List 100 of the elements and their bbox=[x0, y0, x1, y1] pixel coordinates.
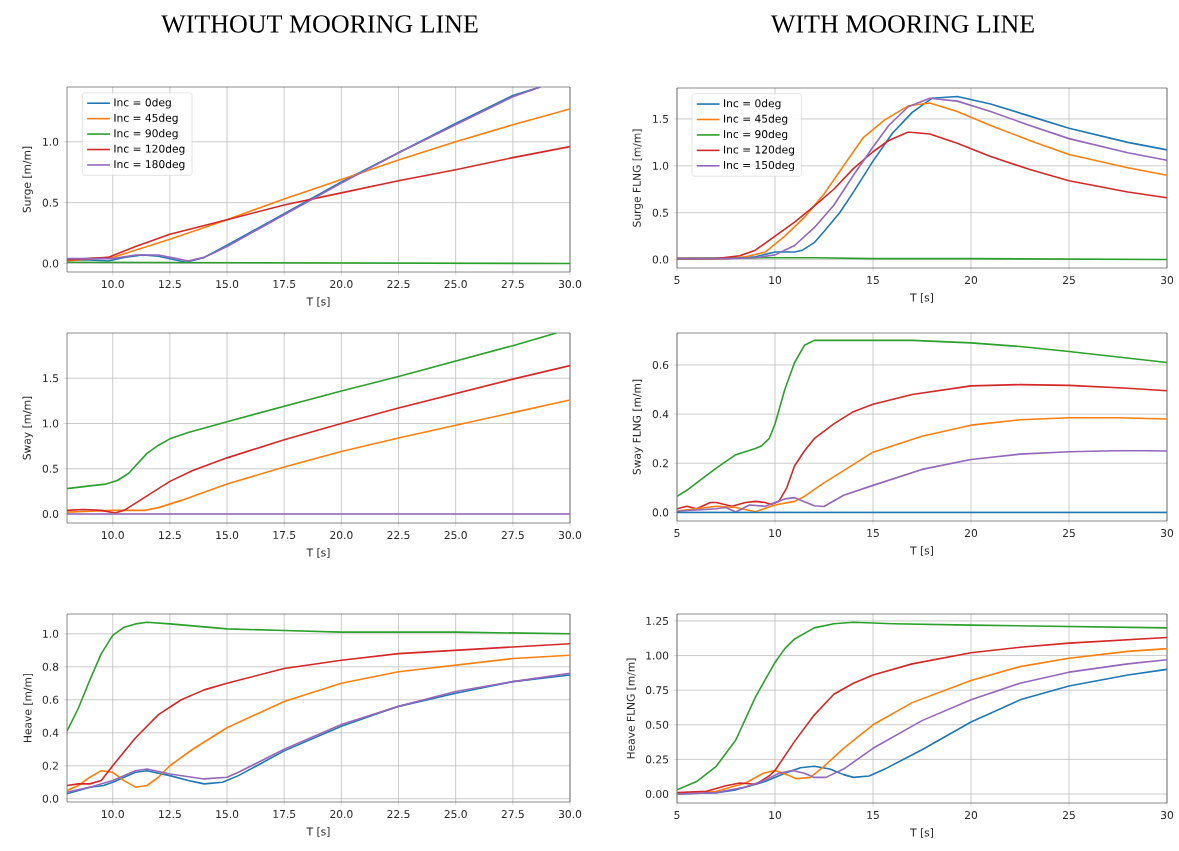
y-axis-title: Heave [m/m] bbox=[23, 673, 33, 743]
x-tick-label: 10 bbox=[769, 811, 782, 820]
chart-title: WITH MOORING LINE bbox=[770, 15, 1034, 33]
chart-title: WITHOUT MOORING LINE bbox=[161, 15, 478, 33]
legend-label: Inc = 120deg bbox=[724, 145, 794, 156]
x-tick-label: 15 bbox=[867, 276, 879, 284]
x-tick-label: 20 bbox=[964, 811, 978, 820]
x-tick-label: 5 bbox=[674, 276, 680, 284]
y-tick-label: 0.0 bbox=[652, 255, 669, 264]
x-tick-label: 30.0 bbox=[558, 810, 582, 819]
y-tick-label: 0.6 bbox=[652, 360, 669, 369]
x-tick-label: 10.0 bbox=[102, 280, 124, 289]
x-tick-label: 25.0 bbox=[444, 280, 467, 289]
x-tick-label: 25 bbox=[1062, 529, 1075, 538]
x-tick-label: 15 bbox=[867, 529, 879, 537]
y-tick-label: 0.0 bbox=[42, 794, 59, 803]
x-tick-label: 30.0 bbox=[558, 280, 582, 289]
legend-label: Inc = 180deg bbox=[114, 159, 185, 171]
x-tick-label: 22.5 bbox=[387, 810, 410, 819]
y-tick-label: 0.4 bbox=[42, 728, 59, 737]
y-tick-label: 1.5 bbox=[653, 114, 669, 123]
legend-label: Inc = 45deg bbox=[724, 114, 788, 125]
y-tick-label: 0.5 bbox=[652, 208, 669, 217]
legend-label: Inc = 90deg bbox=[724, 129, 788, 141]
x-tick-label: 17.5 bbox=[273, 531, 296, 539]
x-tick-label: 27.5 bbox=[501, 531, 524, 540]
y-tick-label: 0.75 bbox=[645, 686, 669, 695]
x-tick-label: 30 bbox=[1161, 276, 1174, 285]
line-series bbox=[67, 108, 570, 262]
x-tick-label: 30.0 bbox=[558, 531, 582, 540]
x-tick-label: 25 bbox=[1062, 811, 1075, 820]
x-tick-label: 22.5 bbox=[387, 280, 410, 289]
y-tick-label: 0.50 bbox=[645, 720, 669, 729]
x-axis-title: T [s] bbox=[910, 828, 933, 838]
y-tick-label: 0.2 bbox=[652, 459, 668, 468]
y-tick-label: 1.5 bbox=[43, 374, 59, 383]
x-tick-label: 20 bbox=[964, 529, 978, 538]
x-axis-title: T [s] bbox=[306, 548, 330, 558]
y-axis-title: Surge [m/m] bbox=[22, 146, 33, 213]
y-axis-title: Sway [m/m] bbox=[22, 396, 33, 460]
y-tick-label: 1.0 bbox=[43, 419, 59, 428]
legend-label: Inc = 90deg bbox=[114, 129, 178, 140]
x-tick-label: 25 bbox=[1062, 276, 1075, 285]
y-axis-title: Sway FLNG [m/m] bbox=[632, 379, 643, 475]
legend-label: Inc = 0deg bbox=[724, 99, 781, 110]
line-series bbox=[67, 145, 570, 261]
y-axis-title: Heave FLNG [m/m] bbox=[626, 658, 637, 759]
y-tick-label: 0.25 bbox=[645, 755, 669, 764]
y-tick-label: 1.0 bbox=[43, 629, 59, 638]
y-tick-label: 0.4 bbox=[652, 410, 669, 419]
legend-label: Inc = 120deg bbox=[114, 144, 185, 155]
line-series bbox=[67, 399, 570, 513]
y-tick-label: 0.2 bbox=[42, 761, 58, 770]
legend-label: Inc = 0deg bbox=[114, 98, 171, 109]
x-tick-label: 5 bbox=[674, 811, 680, 819]
x-axis-title: T [s] bbox=[910, 546, 933, 556]
x-tick-label: 10 bbox=[769, 276, 782, 285]
line-series bbox=[67, 621, 570, 732]
y-axis-title: Surge FLNG [m/m] bbox=[632, 129, 643, 227]
y-tick-label: 0.5 bbox=[42, 464, 59, 473]
x-tick-label: 20 bbox=[964, 276, 978, 285]
x-tick-label: 10.0 bbox=[102, 531, 124, 540]
x-tick-label: 5 bbox=[674, 529, 680, 537]
x-tick-label: 27.5 bbox=[501, 810, 524, 819]
y-tick-label: 1.0 bbox=[653, 161, 669, 170]
x-tick-label: 10 bbox=[769, 529, 782, 538]
x-tick-label: 15.0 bbox=[216, 810, 239, 819]
x-tick-label: 12.5 bbox=[159, 810, 181, 819]
x-tick-label: 25.0 bbox=[444, 810, 467, 819]
line-series bbox=[677, 383, 1167, 510]
x-axis-title: T [s] bbox=[306, 297, 330, 307]
x-tick-label: 20.0 bbox=[330, 810, 353, 819]
x-tick-label: 25.0 bbox=[444, 531, 467, 540]
x-tick-label: 30 bbox=[1161, 529, 1174, 538]
x-tick-label: 10.0 bbox=[102, 810, 124, 819]
legend-label: Inc = 150deg bbox=[724, 160, 794, 172]
y-tick-label: 0.0 bbox=[42, 509, 59, 518]
legend-label: Inc = 45deg bbox=[114, 113, 178, 124]
x-tick-label: 15.0 bbox=[216, 280, 239, 289]
y-tick-label: 0.00 bbox=[645, 789, 669, 799]
x-tick-label: 17.5 bbox=[273, 280, 296, 288]
x-tick-label: 20.0 bbox=[330, 531, 353, 540]
x-tick-label: 17.5 bbox=[273, 810, 296, 818]
x-tick-label: 22.5 bbox=[387, 531, 410, 540]
x-axis-title: T [s] bbox=[306, 827, 330, 837]
y-tick-label: 0.6 bbox=[42, 695, 59, 704]
x-tick-label: 15 bbox=[867, 811, 879, 819]
x-tick-label: 30 bbox=[1161, 811, 1174, 820]
y-tick-label: 0.0 bbox=[42, 259, 59, 268]
x-axis-title: T [s] bbox=[910, 293, 933, 303]
y-tick-label: 0.0 bbox=[652, 508, 669, 517]
x-tick-label: 12.5 bbox=[159, 531, 181, 540]
x-tick-label: 20.0 bbox=[330, 280, 353, 289]
y-tick-label: 1.00 bbox=[646, 651, 669, 660]
x-tick-label: 27.5 bbox=[501, 280, 524, 289]
y-tick-label: 0.5 bbox=[42, 198, 59, 207]
y-tick-label: 1.0 bbox=[43, 137, 59, 146]
y-tick-label: 1.25 bbox=[646, 616, 669, 625]
y-tick-label: 0.8 bbox=[42, 662, 59, 671]
x-tick-label: 12.5 bbox=[159, 280, 181, 289]
